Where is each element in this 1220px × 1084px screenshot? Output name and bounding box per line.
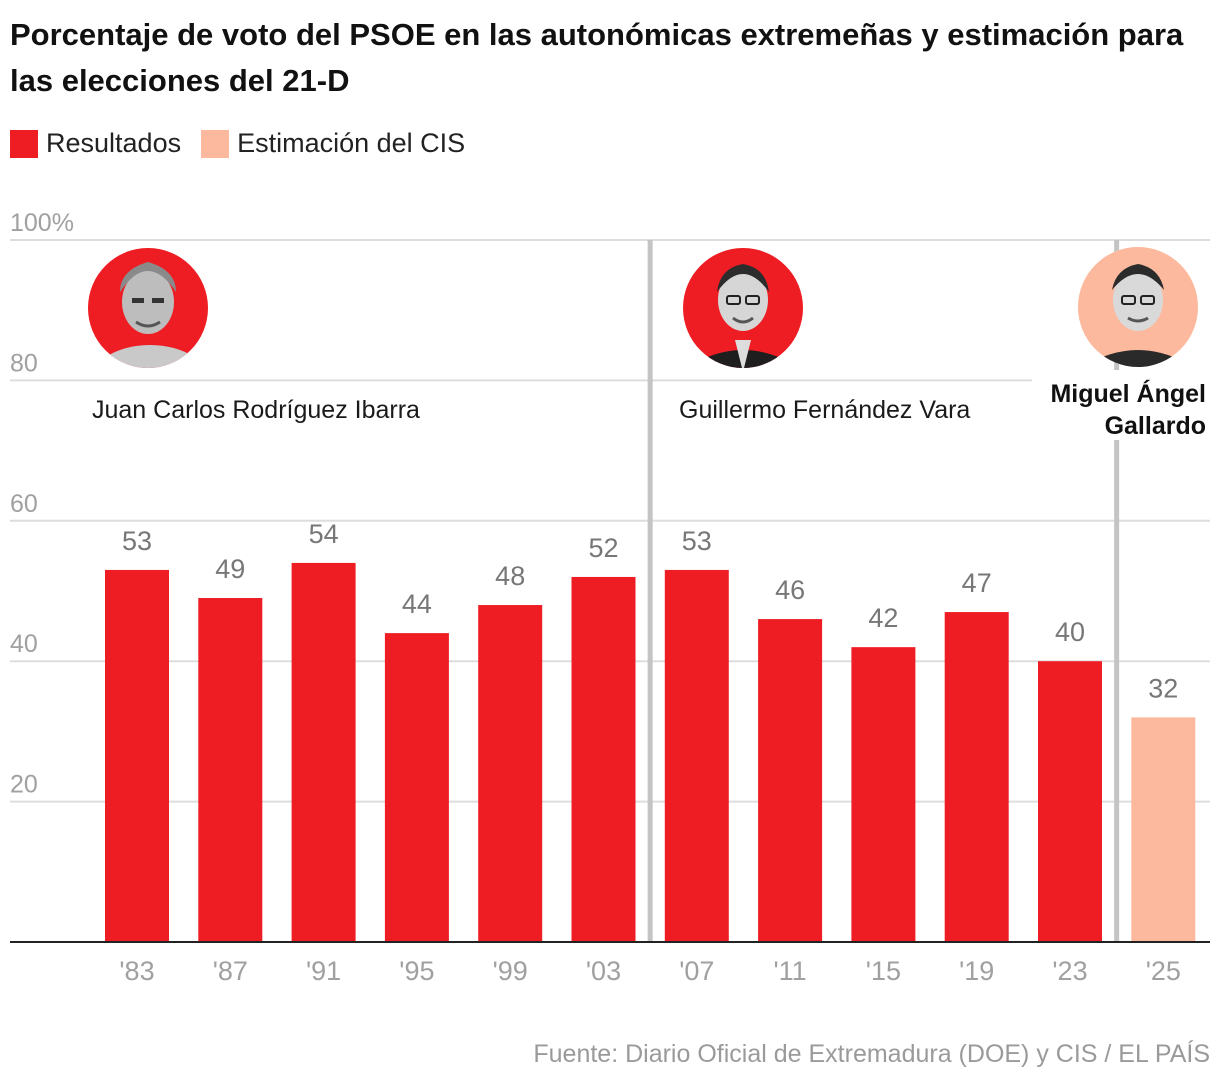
- bar-result: [571, 576, 636, 942]
- value-label: 53: [682, 526, 712, 556]
- bars: [105, 562, 1196, 942]
- value-label: 40: [1055, 617, 1085, 647]
- bar-result: [664, 569, 729, 942]
- bar-result: [758, 619, 823, 942]
- bar-result: [944, 612, 1009, 942]
- bar-result: [851, 647, 916, 942]
- legend: Resultados Estimación del CIS: [10, 128, 485, 159]
- value-label: 52: [588, 533, 618, 563]
- x-tick-label: '07: [679, 956, 714, 986]
- legend-label-results: Resultados: [46, 128, 182, 158]
- y-tick-label: 40: [10, 630, 38, 658]
- value-label: 32: [1148, 673, 1178, 703]
- portrait-gallardo-icon: [1078, 247, 1198, 367]
- bar-result: [198, 598, 263, 942]
- x-tick-label: '83: [119, 956, 154, 986]
- value-label: 47: [962, 568, 992, 598]
- annotation-gallardo-text: Miguel Ángel Gallardo: [1050, 379, 1206, 440]
- bar-result: [384, 633, 449, 942]
- y-tick-label: 80: [10, 349, 38, 377]
- bar-result: [478, 605, 543, 942]
- annotation-ibarra: Juan Carlos Rodríguez Ibarra: [92, 396, 420, 424]
- x-tick-label: '19: [959, 956, 994, 986]
- x-tick-label: '11: [774, 956, 807, 986]
- annotation-gallardo-line: Gallardo: [1105, 412, 1206, 440]
- y-axis-ticks: 20 40 60 80 100%: [10, 209, 74, 799]
- x-tick-label: '03: [586, 956, 621, 986]
- x-axis-ticks: '83 '87 '91 '95 '99 '03 '07 '11 '15 '19 '23 '25: [119, 956, 1180, 986]
- x-tick-label: '91: [306, 956, 341, 986]
- source-footer: Fuente: Diario Oficial de Extremadura (D…: [533, 1040, 1210, 1068]
- value-label: 54: [309, 519, 339, 549]
- value-label: 42: [868, 603, 898, 633]
- bar-estimate: [1131, 717, 1196, 942]
- y-tick-label: 100%: [10, 209, 74, 237]
- x-tick-label: '99: [493, 956, 528, 986]
- x-tick-label: '15: [866, 956, 901, 986]
- legend-item-results: Resultados: [10, 128, 181, 159]
- portrait-vara-icon: [683, 248, 803, 368]
- bar-result: [105, 569, 169, 942]
- legend-swatch-results: [10, 129, 38, 158]
- chart-title: Porcentaje de voto del PSOE en las auton…: [10, 17, 1184, 98]
- legend-label-estimate: Estimación del CIS: [237, 128, 466, 158]
- value-label: 49: [215, 554, 245, 584]
- value-labels: 53 49 54 44 48 52 53 46 42 47 40 32: [122, 519, 1178, 703]
- y-tick-label: 20: [10, 771, 38, 799]
- annotation-vara: Guillermo Fernández Vara: [679, 396, 970, 424]
- x-tick-label: '95: [399, 956, 434, 986]
- legend-swatch-estimate: [201, 129, 230, 158]
- bar-result: [1038, 661, 1102, 942]
- x-tick-label: '25: [1146, 956, 1181, 986]
- value-label: 53: [122, 526, 152, 556]
- value-label: 48: [495, 561, 525, 591]
- y-tick-label: 60: [10, 490, 38, 518]
- value-label: 44: [402, 589, 432, 619]
- x-tick-label: '87: [213, 956, 248, 986]
- x-tick-label: '23: [1052, 956, 1087, 986]
- annotation-gallardo-line: Miguel Ángel: [1050, 379, 1206, 408]
- value-label: 46: [775, 575, 805, 605]
- annotation-gallardo: Miguel Ángel Gallardo: [1032, 370, 1212, 440]
- legend-item-estimate: Estimación del CIS: [201, 128, 465, 159]
- bar-result: [291, 562, 356, 942]
